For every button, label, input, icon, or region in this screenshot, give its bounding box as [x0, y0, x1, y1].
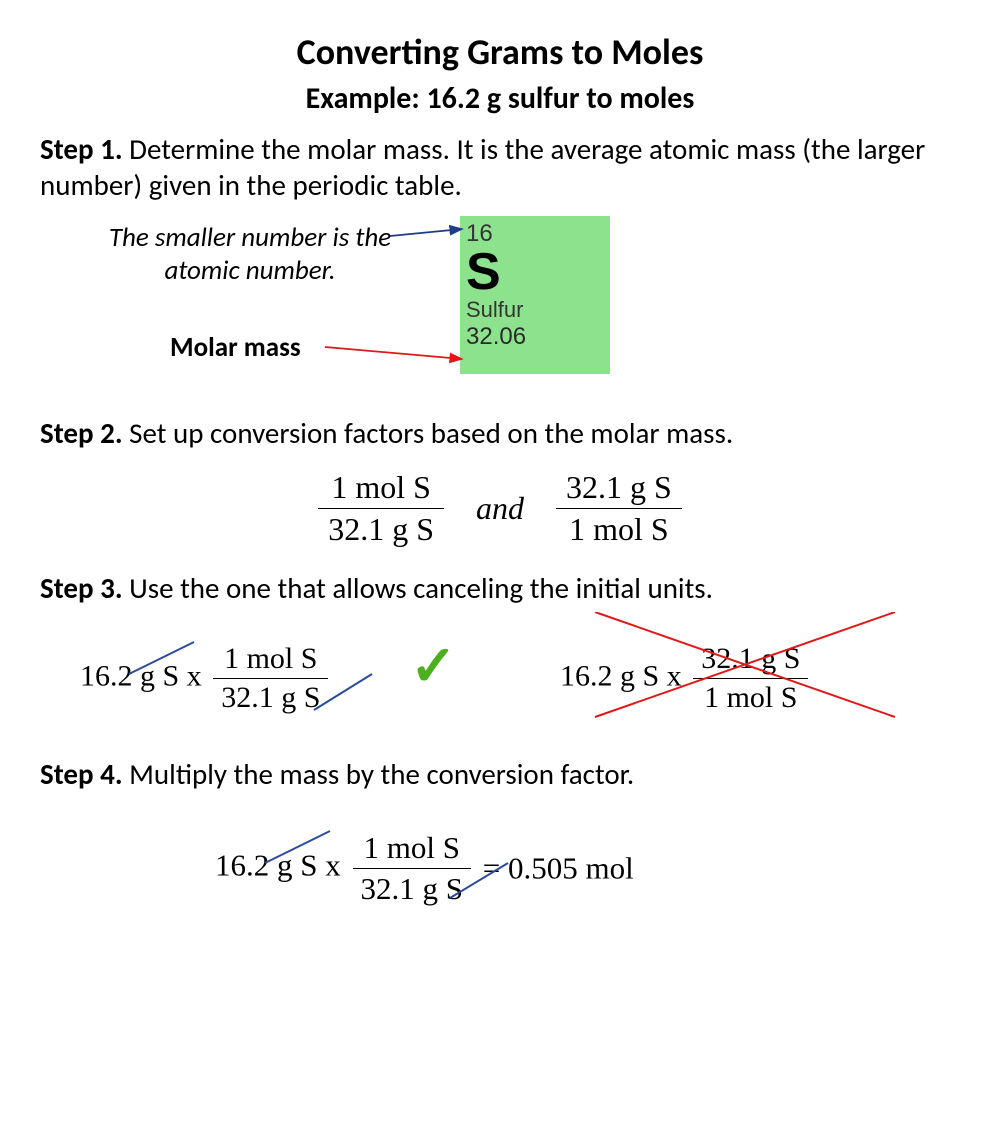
arrows-overlay	[40, 211, 640, 401]
step-2-text: Set up conversion factors based on the m…	[123, 415, 734, 451]
periodic-table-illustration: The smaller number is the atomic number.…	[40, 211, 960, 401]
fraction-1-denominator: 32.1 g S	[318, 511, 444, 548]
step-3-label: Step 3.	[40, 570, 123, 606]
arrow-molar-mass	[325, 347, 462, 359]
fraction-1: 1 mol S 32.1 g S	[318, 469, 444, 548]
step-4-label: Step 4.	[40, 756, 123, 792]
step3-overlay	[40, 612, 1000, 742]
page-title: Converting Grams to Moles	[40, 30, 960, 74]
strike-line	[314, 674, 372, 710]
fraction-bar	[318, 508, 444, 509]
fraction-2-numerator: 32.1 g S	[556, 469, 682, 506]
strike-line	[265, 831, 330, 863]
step-1-label: Step 1.	[40, 131, 123, 167]
arrow-atomic-number	[390, 229, 462, 236]
step-4: Step 4. Multiply the mass by the convers…	[40, 756, 960, 792]
fraction-2-denominator: 1 mol S	[556, 511, 682, 548]
fraction-bar	[556, 508, 682, 509]
step4-overlay	[40, 808, 1000, 908]
step-3-equations: 16.2 g S x 1 mol S 32.1 g S ✓ 16.2 g S x…	[40, 612, 960, 742]
step-2: Step 2. Set up conversion factors based …	[40, 415, 960, 451]
fraction-2: 32.1 g S 1 mol S	[556, 469, 682, 548]
strike-line	[129, 642, 194, 674]
strike-line	[450, 863, 508, 898]
step-3: Step 3. Use the one that allows cancelin…	[40, 570, 960, 606]
fraction-1-numerator: 1 mol S	[318, 469, 444, 506]
step-1-text: Determine the molar mass. It is the aver…	[40, 131, 925, 203]
final-equation: 16.2 g S x 1 mol S 32.1 g S = 0.505 mol	[40, 808, 960, 908]
and-word: and	[476, 490, 524, 526]
conversion-factors: 1 mol S 32.1 g S and 32.1 g S 1 mol S	[40, 469, 960, 548]
step-4-text: Multiply the mass by the conversion fact…	[123, 756, 635, 792]
step-3-text: Use the one that allows canceling the in…	[123, 570, 713, 606]
example-subtitle: Example: 16.2 g sulfur to moles	[40, 80, 960, 117]
step-2-label: Step 2.	[40, 415, 123, 451]
step-1: Step 1. Determine the molar mass. It is …	[40, 131, 960, 203]
